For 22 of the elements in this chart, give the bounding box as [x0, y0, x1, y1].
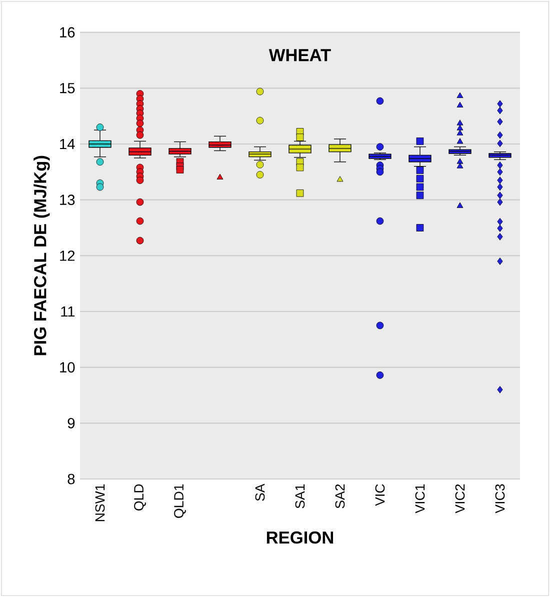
y-tick-label: 11 — [61, 306, 75, 317]
x-tick-label: SA1 — [295, 484, 305, 508]
text: WHEAT — [268, 49, 331, 62]
x-tick-label: QLD1 — [174, 484, 186, 518]
y-tick-label: 16 — [60, 27, 75, 38]
x-tick-label: VIC — [375, 484, 385, 506]
x-tick-label: SA2 — [335, 484, 345, 508]
x-axis-title: REGION — [266, 531, 334, 544]
y-tick-label: 12 — [60, 250, 75, 261]
x-tick-label: SA — [255, 484, 265, 501]
x-tick-label: VIC2 — [455, 484, 465, 514]
y-tick-label: 9 — [68, 418, 75, 428]
x-tick-label: QLD — [134, 484, 146, 510]
y-axis-title: PIG FAECAL DE (MJ/Kg) — [34, 156, 50, 356]
y-tick-label: 15 — [60, 83, 75, 94]
x-tick-label: NSW1 — [95, 484, 105, 522]
x-tick-label: VIC3 — [495, 484, 505, 514]
y-tick-label: 13 — [60, 194, 75, 206]
y-tick-label: 14 — [60, 138, 75, 150]
y-tick-label: 8 — [68, 474, 75, 484]
x-tick-label: VIC1 — [415, 484, 425, 514]
y-tick-label: 10 — [60, 362, 75, 373]
